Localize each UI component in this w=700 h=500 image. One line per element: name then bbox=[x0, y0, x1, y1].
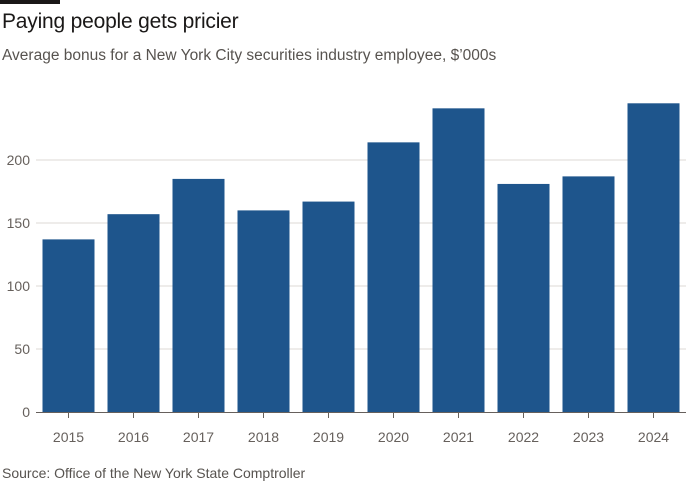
x-tick-label: 2023 bbox=[573, 429, 604, 445]
bar-2022 bbox=[497, 183, 550, 412]
y-tick-label: 150 bbox=[7, 215, 31, 231]
chart-subtitle: Average bonus for a New York City securi… bbox=[2, 47, 497, 64]
x-tick-label: 2022 bbox=[508, 429, 539, 445]
top-rule bbox=[0, 0, 60, 4]
x-tick-label: 2020 bbox=[378, 429, 409, 445]
y-tick-label: 200 bbox=[7, 152, 31, 168]
bar-2024 bbox=[627, 103, 680, 413]
bar-2019 bbox=[302, 201, 355, 412]
bar-2021 bbox=[432, 108, 485, 412]
bar-2018 bbox=[237, 210, 290, 412]
x-tick-label: 2024 bbox=[638, 429, 669, 445]
x-tick-label: 2016 bbox=[118, 429, 149, 445]
bar-2020 bbox=[367, 142, 420, 413]
source-note: Source: Office of the New York State Com… bbox=[2, 465, 306, 481]
x-tick-label: 2021 bbox=[443, 429, 474, 445]
bar-2017 bbox=[172, 178, 225, 412]
bar-2016 bbox=[107, 214, 160, 412]
bar-2023 bbox=[562, 176, 615, 412]
y-tick-label: 50 bbox=[14, 341, 30, 357]
x-tick-label: 2015 bbox=[53, 429, 84, 445]
y-tick-label: 100 bbox=[7, 278, 31, 294]
bar-2015 bbox=[42, 239, 95, 412]
x-tick-label: 2017 bbox=[183, 429, 214, 445]
y-tick-label: 0 bbox=[22, 404, 30, 420]
chart-title: Paying people gets pricier bbox=[2, 10, 239, 33]
x-tick-label: 2019 bbox=[313, 429, 344, 445]
x-tick-label: 2018 bbox=[248, 429, 279, 445]
